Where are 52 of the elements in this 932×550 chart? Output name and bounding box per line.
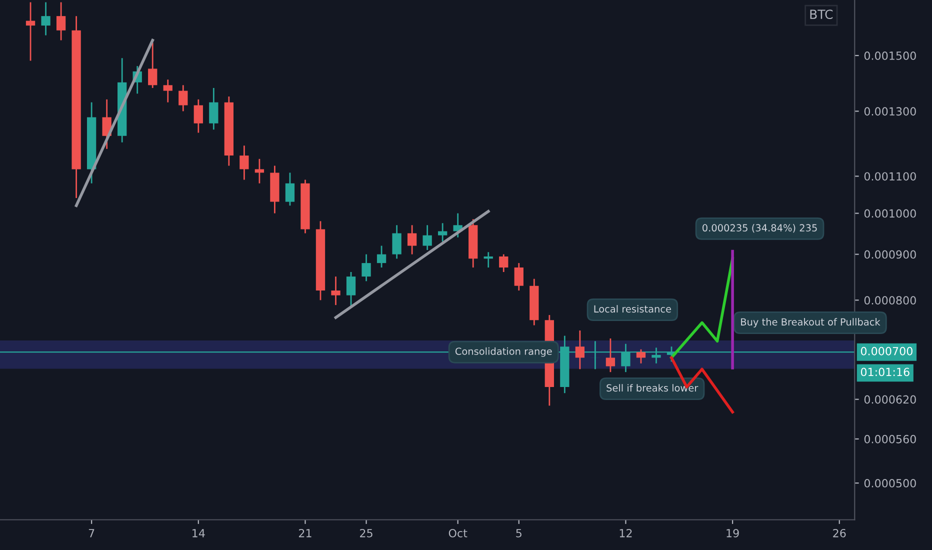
x-tick-label: 14 bbox=[192, 529, 205, 538]
x-tick-label: 25 bbox=[360, 528, 372, 538]
candlestick bbox=[438, 222, 448, 242]
y-tick-label: 0.001300 bbox=[864, 107, 916, 116]
x-tick-label: 5 bbox=[516, 529, 522, 538]
candlestick bbox=[346, 271, 356, 308]
candlestick bbox=[499, 254, 508, 273]
candlestick bbox=[194, 98, 203, 134]
candlestick bbox=[484, 251, 493, 268]
y-tick-label: 0.000900 bbox=[864, 250, 916, 259]
candlestick bbox=[575, 330, 585, 370]
annotation: 0.000235 (34.84%) 235 bbox=[702, 224, 817, 233]
text: 01:01:16 bbox=[860, 368, 910, 376]
line-series bbox=[670, 356, 734, 414]
x-tick-label: 26 bbox=[833, 528, 846, 538]
y-tick-label: 0.000560 bbox=[864, 434, 916, 444]
annotation: Consolidation range bbox=[455, 347, 552, 357]
candlestick bbox=[636, 348, 646, 364]
ref-line-label: 0.000700 bbox=[860, 346, 912, 356]
y-tick-label: 0.001000 bbox=[864, 209, 916, 218]
candlestick bbox=[392, 224, 402, 260]
y-tick-label: 0.000620 bbox=[864, 395, 916, 404]
candlestick bbox=[514, 262, 524, 292]
candlestick bbox=[209, 87, 218, 130]
y-tick-label: 0.001100 bbox=[864, 172, 916, 181]
candlestick bbox=[362, 254, 371, 282]
x-tick-label: 12 bbox=[620, 528, 632, 538]
x-tick-label: 7 bbox=[88, 529, 94, 538]
candlestick bbox=[407, 224, 417, 255]
annotation: BTC bbox=[810, 10, 833, 20]
annotation: Sell if breaks lower bbox=[606, 384, 698, 392]
candlestick bbox=[606, 338, 616, 373]
candlestick bbox=[41, 2, 50, 36]
candlestick bbox=[376, 245, 386, 268]
candlestick bbox=[178, 84, 188, 112]
y-tick-label: 0.000500 bbox=[864, 479, 916, 488]
candlestick bbox=[240, 144, 249, 180]
candlestick bbox=[148, 42, 158, 89]
candlestick bbox=[331, 276, 340, 306]
candlestick bbox=[422, 224, 432, 251]
x-tick-label: 21 bbox=[298, 528, 312, 538]
candlestick bbox=[254, 158, 264, 184]
candlestick bbox=[56, 2, 66, 41]
y-tick-label: 0.000800 bbox=[864, 296, 916, 305]
x-tick-label: 19 bbox=[726, 528, 739, 538]
annotation: Buy the Breakout of Pullback bbox=[741, 318, 880, 328]
annotation: Local resistance bbox=[594, 305, 671, 313]
x-tick-label: Oct bbox=[448, 528, 468, 538]
candlestick bbox=[26, 2, 36, 62]
candlestick bbox=[285, 172, 295, 206]
y-tick-label: 0.001500 bbox=[864, 51, 916, 60]
candlestick bbox=[163, 78, 172, 104]
